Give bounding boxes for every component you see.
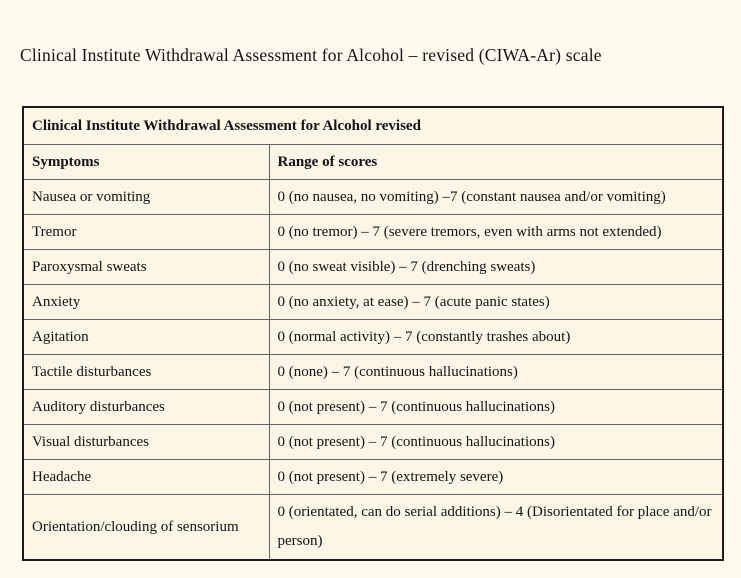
symptom-cell: Orientation/clouding of sensorium	[22, 494, 270, 561]
range-cell: 0 (none) – 7 (continuous hallucinations)	[268, 354, 724, 390]
column-header-symptoms: Symptoms	[22, 144, 270, 180]
range-cell: 0 (not present) – 7 (extremely severe)	[268, 459, 724, 495]
table-row-nausea: Nausea or vomiting 0 (no nausea, no vomi…	[22, 179, 724, 215]
range-cell: 0 (normal activity) – 7 (constantly tras…	[268, 319, 724, 355]
table-row-tremor: Tremor 0 (no tremor) – 7 (severe tremors…	[22, 214, 724, 250]
table-row-headache: Headache 0 (not present) – 7 (extremely …	[22, 459, 724, 495]
range-cell: 0 (no anxiety, at ease) – 7 (acute panic…	[268, 284, 724, 320]
symptom-cell: Agitation	[22, 319, 270, 355]
range-cell: 0 (not present) – 7 (continuous hallucin…	[268, 424, 724, 460]
range-cell: 0 (no tremor) – 7 (severe tremors, even …	[268, 214, 724, 250]
page-title: Clinical Institute Withdrawal Assessment…	[20, 45, 602, 65]
table-row-paroxysmal-sweats: Paroxysmal sweats 0 (no sweat visible) –…	[22, 249, 724, 285]
symptom-cell: Anxiety	[22, 284, 270, 320]
table-header-row: Symptoms Range of scores	[22, 144, 724, 180]
symptom-cell: Tremor	[22, 214, 270, 250]
table-row-tactile-disturbances: Tactile disturbances 0 (none) – 7 (conti…	[22, 354, 724, 390]
table-row-anxiety: Anxiety 0 (no anxiety, at ease) – 7 (acu…	[22, 284, 724, 320]
table-row-auditory-disturbances: Auditory disturbances 0 (not present) – …	[22, 389, 724, 425]
table-title: Clinical Institute Withdrawal Assessment…	[22, 106, 724, 145]
symptom-cell: Paroxysmal sweats	[22, 249, 270, 285]
table-row-orientation: Orientation/clouding of sensorium 0 (ori…	[22, 494, 724, 561]
symptom-cell: Auditory disturbances	[22, 389, 270, 425]
ciwa-scale-table: Clinical Institute Withdrawal Assessment…	[22, 106, 724, 561]
range-cell: 0 (no nausea, no vomiting) –7 (constant …	[268, 179, 724, 215]
symptom-cell: Headache	[22, 459, 270, 495]
table-title-row: Clinical Institute Withdrawal Assessment…	[22, 106, 724, 145]
symptom-cell: Tactile disturbances	[22, 354, 270, 390]
symptom-cell: Visual disturbances	[22, 424, 270, 460]
range-cell: 0 (no sweat visible) – 7 (drenching swea…	[268, 249, 724, 285]
table-row-visual-disturbances: Visual disturbances 0 (not present) – 7 …	[22, 424, 724, 460]
range-cell: 0 (orientated, can do serial additions) …	[268, 494, 724, 561]
range-cell: 0 (not present) – 7 (continuous hallucin…	[268, 389, 724, 425]
symptom-cell: Nausea or vomiting	[22, 179, 270, 215]
column-header-range-of-scores: Range of scores	[268, 144, 724, 180]
table-row-agitation: Agitation 0 (normal activity) – 7 (const…	[22, 319, 724, 355]
